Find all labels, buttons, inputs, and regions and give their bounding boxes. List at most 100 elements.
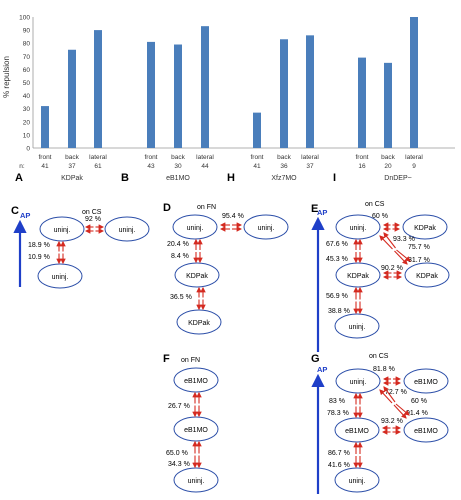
x-category-label: front: [144, 154, 157, 161]
x-category-label: lateral: [301, 154, 319, 161]
node-label: KDPak: [188, 320, 210, 327]
condition-header: on CS: [365, 201, 385, 208]
repulsion-arrows-v: [356, 443, 360, 467]
y-tick-label: 60: [23, 67, 31, 74]
node-label: KDPak: [186, 273, 208, 280]
bar: [201, 26, 209, 148]
x-category-label: front: [250, 154, 263, 161]
x-category-labels: n:front41back37lateral61A KDPakfront43bac…: [15, 154, 423, 184]
percent-label: 8.4 %: [171, 253, 189, 260]
x-category-label: lateral: [89, 154, 107, 161]
percent-label: 10.9 %: [28, 254, 50, 261]
node-label: KDPak: [347, 273, 369, 280]
repulsion-arrows-h: [86, 227, 103, 231]
repulsion-arrows-v: [199, 288, 203, 309]
group-label: DnDEP~: [384, 175, 411, 182]
repulsion-arrows-h: [221, 225, 241, 229]
n-count-label: 20: [384, 163, 392, 170]
n-count-label: 43: [147, 163, 155, 170]
percent-label: 83 %: [329, 398, 345, 405]
panel-letter: I: [333, 172, 336, 184]
percent-label: 67.6 %: [326, 241, 348, 248]
n-count-label: 41: [253, 163, 261, 170]
condition-header: on CS: [82, 209, 102, 216]
node-label: uninj.: [119, 227, 136, 234]
bar: [384, 63, 392, 148]
repulsion-arrows-v: [196, 240, 200, 262]
condition-header: on FN: [197, 204, 216, 211]
percent-label: 60 %: [411, 398, 427, 405]
y-tick-label: 100: [19, 15, 30, 22]
bar: [358, 58, 366, 148]
bar: [253, 113, 261, 148]
panel-letter-c: C: [11, 205, 19, 217]
percent-label: 56.9 %: [326, 293, 348, 300]
bar: [174, 45, 182, 148]
repulsion-arrows-v: [356, 288, 360, 313]
bar: [410, 17, 418, 148]
x-category-label: front: [38, 154, 51, 161]
y-tick-label: 90: [23, 28, 31, 35]
x-category-label: lateral: [196, 154, 214, 161]
repulsion-arrows-v: [356, 240, 360, 262]
percent-label: 93.2 %: [381, 418, 403, 425]
x-category-label: back: [171, 154, 185, 161]
x-category-label: back: [277, 154, 291, 161]
percent-label: 93.3 %: [393, 236, 415, 243]
node-label: uninj.: [350, 379, 367, 386]
n-count-label: 30: [174, 163, 182, 170]
diagram-e: E AP on CS uninj. KDPak KDPak KDPak unin…: [311, 201, 449, 352]
x-category-label: front: [355, 154, 368, 161]
percent-label: 91.4 %: [406, 410, 428, 417]
bar: [68, 50, 76, 148]
bar: [280, 39, 288, 148]
condition-header: on FN: [181, 357, 200, 364]
y-tick-label: 0: [26, 146, 30, 153]
y-tick-label: 10: [23, 132, 31, 139]
repulsion-arrows-h: [384, 273, 401, 277]
repulsion-arrows-v: [195, 393, 199, 416]
n-count-label: 44: [201, 163, 209, 170]
group-label: eB1MO: [166, 175, 190, 182]
node-label: KDPak: [414, 225, 436, 232]
percent-label: 38.8 %: [328, 308, 350, 315]
node-label: eB1MO: [184, 378, 208, 385]
bar: [147, 42, 155, 148]
n-count-label: 9: [412, 163, 416, 170]
node-label: uninj.: [52, 274, 69, 281]
y-axis-label: % repulsion: [2, 56, 11, 98]
node-label: uninj.: [188, 478, 205, 485]
y-tick-label: 70: [23, 54, 31, 61]
node-label: uninj.: [187, 225, 204, 232]
y-tick-label: 80: [23, 41, 31, 48]
percent-label: 86.7 %: [328, 450, 350, 457]
n-count-label: 37: [306, 163, 314, 170]
panel-letter-d: D: [163, 202, 171, 214]
condition-header: on CS: [369, 353, 389, 360]
bar: [41, 106, 49, 148]
node-label: eB1MO: [184, 427, 208, 434]
percent-label: 90.2 %: [381, 265, 403, 272]
node-label: uninj.: [350, 225, 367, 232]
bar: [306, 35, 314, 148]
ap-label: AP: [20, 211, 30, 220]
percent-label: 75.7 %: [408, 244, 430, 251]
group-label: KDPak: [61, 175, 83, 182]
panel-letter: B: [121, 172, 129, 184]
percent-label: 20.4 %: [167, 241, 189, 248]
x-category-label: back: [65, 154, 79, 161]
percent-label: 41.6 %: [328, 462, 350, 469]
y-tick-label: 40: [23, 93, 31, 100]
percent-label: 34.3 %: [168, 461, 190, 468]
repulsion-arrows-v: [59, 242, 63, 263]
node-label: uninj.: [349, 324, 366, 331]
percent-label: 78.3 %: [327, 410, 349, 417]
panel-letter-g: G: [311, 353, 320, 365]
percent-label: 81.8 %: [373, 366, 395, 373]
bar-series: [41, 17, 418, 148]
panel-letter: A: [15, 172, 23, 184]
n-count-label: 36: [280, 163, 288, 170]
node-label: uninj.: [258, 225, 275, 232]
y-tick-label: 20: [23, 119, 31, 126]
